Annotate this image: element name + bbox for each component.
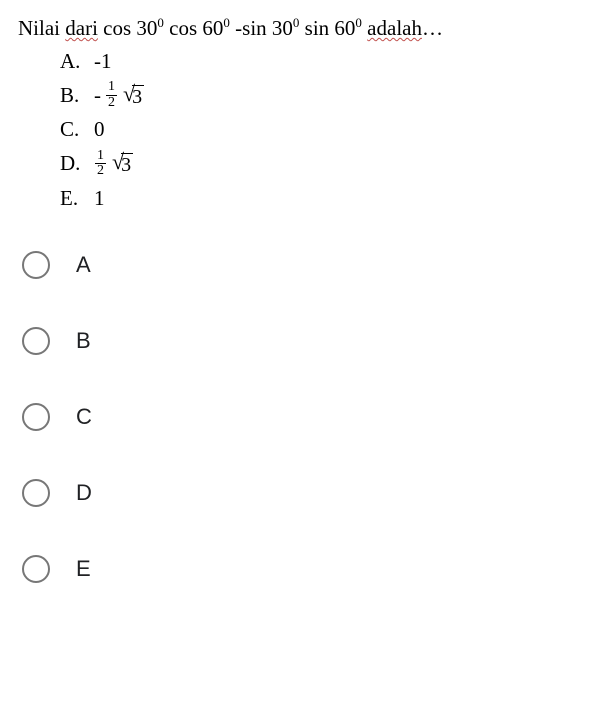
choice-label: A bbox=[76, 252, 91, 278]
answer-letter: B. bbox=[60, 83, 94, 108]
answer-letter: C. bbox=[60, 117, 94, 142]
frac-den: 2 bbox=[106, 96, 117, 111]
answer-d: D. 1 2 √ 3 bbox=[60, 149, 591, 179]
answers-list: A. -1 B. - 1 2 √ 3 C. 0 D. 1 2 √ bbox=[60, 46, 591, 213]
wave-word-2: adalah bbox=[367, 16, 422, 40]
answer-a: A. -1 bbox=[60, 46, 591, 76]
answer-b: B. - 1 2 √ 3 bbox=[60, 80, 591, 110]
sqrt: √ 3 bbox=[112, 151, 133, 176]
choice-b[interactable]: B bbox=[18, 303, 591, 379]
choice-label: C bbox=[76, 404, 92, 430]
sqrt-radicand: 3 bbox=[121, 153, 133, 176]
answer-c: C. 0 bbox=[60, 115, 591, 145]
radio-icon[interactable] bbox=[22, 251, 50, 279]
answer-value: -1 bbox=[94, 49, 112, 74]
radio-icon[interactable] bbox=[22, 479, 50, 507]
choice-d[interactable]: D bbox=[18, 455, 591, 531]
radio-icon[interactable] bbox=[22, 555, 50, 583]
fraction: 1 2 bbox=[106, 80, 117, 110]
radio-icon[interactable] bbox=[22, 327, 50, 355]
q-t2: -sin 30 bbox=[230, 16, 293, 40]
neg-sign: - bbox=[94, 83, 101, 108]
q-t3: sin 60 bbox=[299, 16, 355, 40]
frac-num: 1 bbox=[95, 149, 106, 165]
answer-value: 1 2 √ 3 bbox=[94, 149, 133, 179]
sup-0d: 0 bbox=[355, 15, 362, 30]
choice-label: E bbox=[76, 556, 91, 582]
q-mid: cos 30 bbox=[98, 16, 158, 40]
fraction: 1 2 bbox=[95, 149, 106, 179]
radio-icon[interactable] bbox=[22, 403, 50, 431]
choice-a[interactable]: A bbox=[18, 227, 591, 303]
frac-den: 2 bbox=[95, 164, 106, 179]
answer-letter: E. bbox=[60, 186, 94, 211]
answer-letter: A. bbox=[60, 49, 94, 74]
q-tail: … bbox=[422, 16, 443, 40]
choice-label: B bbox=[76, 328, 91, 354]
choice-label: D bbox=[76, 480, 92, 506]
q-t1: cos 60 bbox=[164, 16, 224, 40]
wave-word-1: dari bbox=[65, 16, 98, 40]
choice-e[interactable]: E bbox=[18, 531, 591, 607]
radio-choices: A B C D E bbox=[18, 227, 591, 607]
sqrt-radicand: 3 bbox=[132, 85, 144, 108]
answer-letter: D. bbox=[60, 151, 94, 176]
answer-value: 1 bbox=[94, 186, 105, 211]
answer-value: - 1 2 √ 3 bbox=[94, 80, 144, 110]
choice-c[interactable]: C bbox=[18, 379, 591, 455]
sqrt: √ 3 bbox=[123, 83, 144, 108]
frac-num: 1 bbox=[106, 80, 117, 96]
answer-e: E. 1 bbox=[60, 183, 591, 213]
q-prefix: Nilai bbox=[18, 16, 65, 40]
question-text: Nilai dari cos 300 cos 600 -sin 300 sin … bbox=[18, 14, 591, 42]
answer-value: 0 bbox=[94, 117, 105, 142]
